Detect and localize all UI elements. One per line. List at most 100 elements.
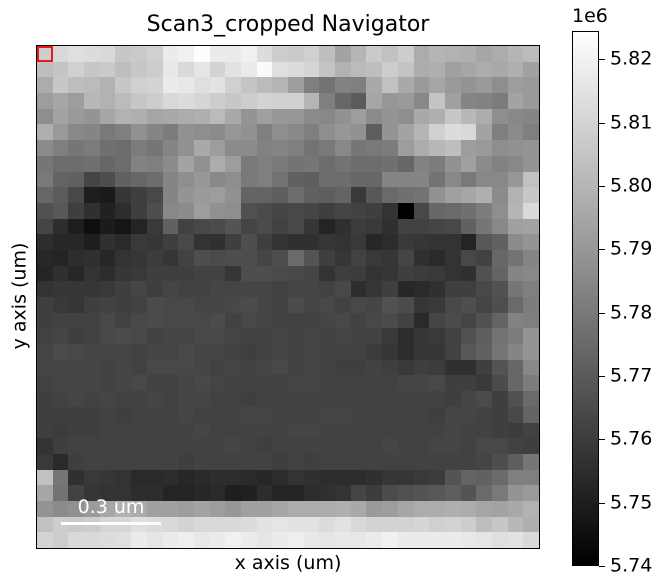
heatmap-cell-r5-c17 xyxy=(303,124,320,141)
heatmap-cell-r9-c12 xyxy=(225,187,241,203)
heatmap-cell-r11-c18 xyxy=(319,218,336,235)
heatmap-cell-r28-c27 xyxy=(460,485,477,501)
heatmap-cell-r11-c21 xyxy=(366,218,383,235)
heatmap-cell-r1-c30 xyxy=(507,61,524,78)
heatmap-cell-r23-c0 xyxy=(37,406,53,423)
heatmap-cell-r6-c28 xyxy=(476,140,492,156)
heatmap-cell-r21-c6 xyxy=(131,375,147,392)
heatmap-cell-r6-c25 xyxy=(429,140,445,156)
heatmap-cell-r17-c31 xyxy=(523,312,539,329)
heatmap-cell-r11-c13 xyxy=(240,218,257,235)
heatmap-cell-r4-c25 xyxy=(429,108,445,125)
heatmap-cell-r8-c8 xyxy=(162,171,179,188)
heatmap-cell-r2-c27 xyxy=(460,77,477,94)
heatmap-cell-r14-c21 xyxy=(366,265,383,282)
heatmap-cell-r19-c5 xyxy=(115,344,132,360)
heatmap-cell-r15-c3 xyxy=(84,281,100,297)
heatmap-cell-r17-c12 xyxy=(225,312,241,329)
heatmap-cell-r2-c20 xyxy=(350,77,367,94)
heatmap-cell-r23-c1 xyxy=(52,406,69,423)
heatmap-cell-r13-c19 xyxy=(335,249,351,266)
heatmap-cell-r9-c31 xyxy=(523,187,539,203)
heatmap-cell-r9-c13 xyxy=(240,187,257,203)
navigator-plot-area[interactable]: 0.3 um xyxy=(36,45,540,549)
heatmap-cell-r20-c20 xyxy=(350,359,367,376)
heatmap-cell-r28-c31 xyxy=(523,485,539,501)
heatmap-cell-r17-c3 xyxy=(84,312,100,329)
heatmap-cell-r7-c29 xyxy=(491,155,508,172)
heatmap-cell-r24-c4 xyxy=(99,422,116,439)
heatmap-cell-r0-c9 xyxy=(178,46,194,62)
heatmap-cell-r13-c7 xyxy=(146,249,163,266)
heatmap-cell-r29-c16 xyxy=(288,500,304,517)
heatmap-cell-r2-c0 xyxy=(37,77,53,94)
heatmap-cell-r22-c6 xyxy=(131,391,147,407)
heatmap-cell-r27-c24 xyxy=(413,469,430,486)
heatmap-cell-r5-c5 xyxy=(115,124,132,141)
heatmap-cell-r31-c26 xyxy=(444,532,461,548)
heatmap-cell-r23-c24 xyxy=(413,406,430,423)
heatmap-cell-r15-c8 xyxy=(162,281,179,297)
heatmap-cell-r16-c10 xyxy=(193,297,210,313)
heatmap-cell-r5-c18 xyxy=(319,124,336,141)
heatmap-cell-r10-c6 xyxy=(131,202,147,219)
heatmap-cell-r9-c2 xyxy=(68,187,85,203)
colorbar-tick-4 xyxy=(599,312,605,314)
heatmap-cell-r16-c9 xyxy=(178,297,194,313)
navigator-position-marker[interactable] xyxy=(37,46,53,62)
heatmap-cell-r26-c6 xyxy=(131,453,147,470)
heatmap-cell-r4-c15 xyxy=(272,108,288,125)
heatmap-cell-r24-c0 xyxy=(37,422,53,439)
heatmap-cell-r23-c14 xyxy=(256,406,273,423)
heatmap-cell-r28-c2 xyxy=(68,485,85,501)
heatmap-cell-r27-c18 xyxy=(319,469,336,486)
heatmap-cell-r16-c27 xyxy=(460,297,477,313)
heatmap-cell-r22-c25 xyxy=(429,391,445,407)
heatmap-cell-r11-c6 xyxy=(131,218,147,235)
heatmap-cell-r2-c18 xyxy=(319,77,336,94)
heatmap-cell-r0-c5 xyxy=(115,46,132,62)
heatmap-cell-r4-c28 xyxy=(476,108,492,125)
heatmap-cell-r24-c22 xyxy=(382,422,398,439)
heatmap-cell-r2-c12 xyxy=(225,77,241,94)
heatmap-cell-r31-c29 xyxy=(491,532,508,548)
heatmap-cell-r28-c29 xyxy=(491,485,508,501)
colorbar-tick-label-5: 5.79 xyxy=(610,237,653,260)
heatmap-cell-r10-c23 xyxy=(397,202,414,219)
heatmap-cell-r29-c8 xyxy=(162,500,179,517)
heatmap-cell-r27-c13 xyxy=(240,469,257,486)
heatmap-cell-r6-c10 xyxy=(193,140,210,156)
heatmap-cell-r0-c12 xyxy=(225,46,241,62)
heatmap-cell-r6-c2 xyxy=(68,140,85,156)
heatmap-cell-r19-c9 xyxy=(178,344,194,360)
heatmap-cell-r7-c4 xyxy=(99,155,116,172)
heatmap-cell-r21-c20 xyxy=(350,375,367,392)
heatmap-cell-r1-c28 xyxy=(476,61,492,78)
heatmap-cell-r6-c30 xyxy=(507,140,524,156)
heatmap-cell-r12-c27 xyxy=(460,234,477,250)
heatmap-cell-r28-c23 xyxy=(397,485,414,501)
heatmap-cell-r10-c19 xyxy=(335,202,351,219)
heatmap-cell-r0-c24 xyxy=(413,46,430,62)
heatmap-cell-r15-c29 xyxy=(491,281,508,297)
scalebar-line xyxy=(61,522,161,525)
heatmap-cell-r29-c10 xyxy=(193,500,210,517)
heatmap-cell-r14-c24 xyxy=(413,265,430,282)
heatmap-cell-r18-c10 xyxy=(193,328,210,345)
heatmap-cell-r0-c29 xyxy=(491,46,508,62)
heatmap-cell-r9-c1 xyxy=(52,187,69,203)
heatmap-cell-r26-c12 xyxy=(225,453,241,470)
heatmap-cell-r25-c6 xyxy=(131,438,147,454)
heatmap-cell-r1-c2 xyxy=(68,61,85,78)
heatmap-cell-r28-c17 xyxy=(303,485,320,501)
heatmap-cell-r23-c21 xyxy=(366,406,383,423)
heatmap-cell-r1-c24 xyxy=(413,61,430,78)
heatmap-cell-r26-c26 xyxy=(444,453,461,470)
heatmap-cell-r7-c22 xyxy=(382,155,398,172)
heatmap-cell-r13-c2 xyxy=(68,249,85,266)
heatmap-cell-r27-c12 xyxy=(225,469,241,486)
heatmap-cell-r23-c13 xyxy=(240,406,257,423)
heatmap-cell-r21-c1 xyxy=(52,375,69,392)
heatmap-cell-r3-c30 xyxy=(507,93,524,109)
heatmap-cell-r14-c20 xyxy=(350,265,367,282)
